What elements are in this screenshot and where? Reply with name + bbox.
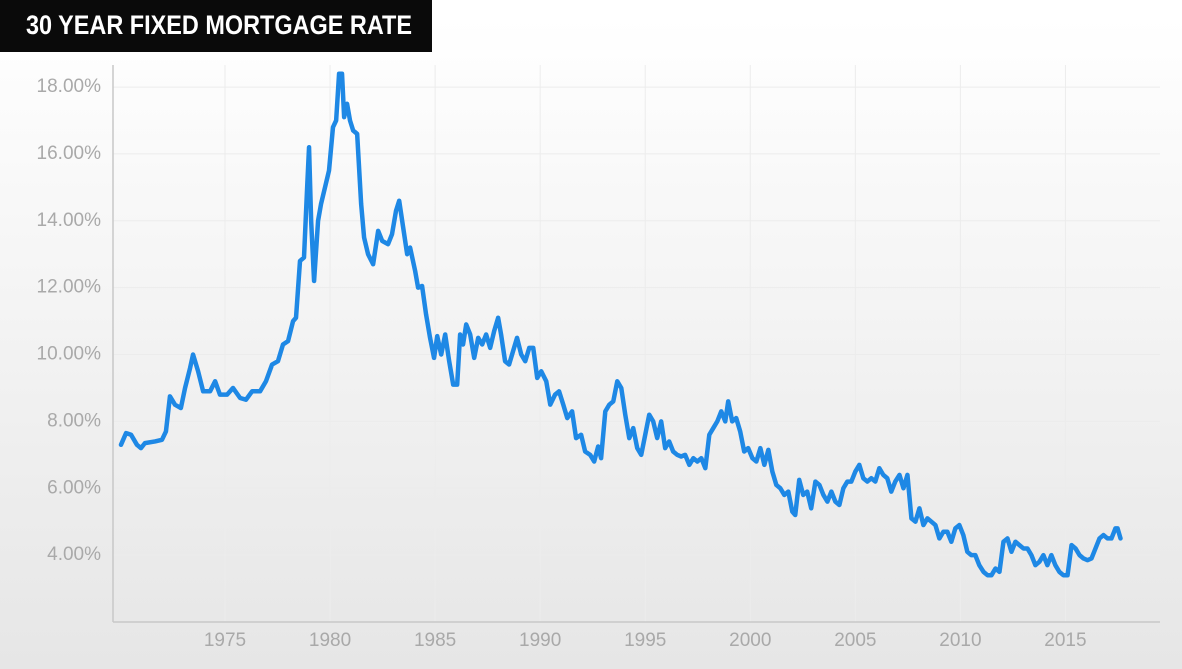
- ticks: 4.00% 6.00% 8.00% 10.00% 12.00% 14.00% 16.00% 1…: [37, 76, 1087, 651]
- x-tick-label: 2010: [939, 630, 981, 651]
- x-tick-label: 1990: [519, 630, 561, 651]
- y-tick-label: 18.00%: [37, 76, 102, 97]
- y-tick-label: 14.00%: [37, 210, 102, 231]
- plot-background: [0, 18, 1182, 669]
- x-tick-label: 1980: [309, 630, 351, 651]
- title-box: [0, 0, 432, 52]
- y-tick-label: 16.00%: [37, 143, 102, 164]
- x-tick-label: 1985: [414, 630, 456, 651]
- x-tick-label: 2005: [834, 630, 876, 651]
- marks: [118, 71, 1123, 578]
- x-tick-label: 2015: [1044, 630, 1086, 651]
- y-tick-label: 12.00%: [37, 277, 102, 298]
- chart-title: 30 YEAR FIXED MORTGAGE RATE: [26, 10, 412, 40]
- y-tick-label: 6.00%: [47, 477, 101, 498]
- x-tick-label: 1995: [624, 630, 666, 651]
- x-tick-label: 1975: [204, 630, 246, 651]
- rate-line: [118, 71, 1123, 578]
- y-tick-label: 10.00%: [37, 344, 102, 365]
- y-tick-label: 4.00%: [47, 544, 101, 565]
- x-tick-label: 2000: [729, 630, 771, 651]
- y-tick-label: 8.00%: [47, 410, 101, 431]
